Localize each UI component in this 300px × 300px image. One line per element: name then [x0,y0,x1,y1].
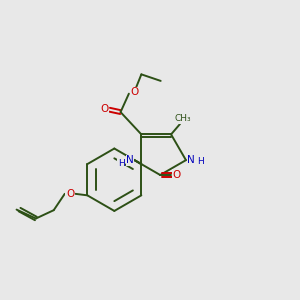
Text: O: O [100,104,108,114]
Text: H: H [197,157,204,166]
Text: O: O [130,87,138,97]
Text: CH₃: CH₃ [175,114,191,123]
Text: O: O [66,189,74,199]
Text: N: N [188,155,195,165]
Text: H: H [118,159,124,168]
Text: N: N [126,155,134,165]
Text: O: O [172,170,181,180]
